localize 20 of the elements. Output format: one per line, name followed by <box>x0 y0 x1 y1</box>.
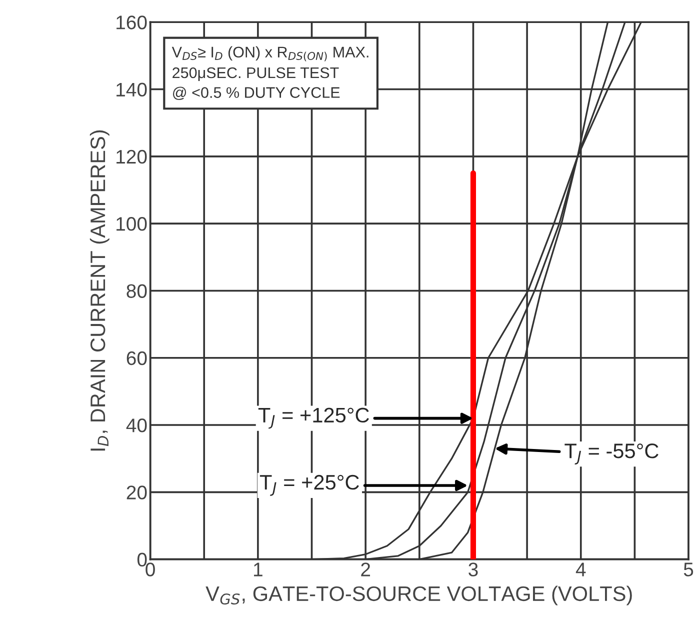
y-tick-label: 100 <box>116 217 147 231</box>
annotation: T$_{J}$ = +25°C <box>260 474 359 496</box>
y-tick-label: 80 <box>126 284 147 298</box>
text: V$_{DS}$≥ I$_{D}$ (ON) x R$_{DS(ON)}$ MAX. 250μSEC. PULSE TEST @ <0.5 % DUTY CYCLE <box>172 46 368 100</box>
x-tick-label: 1 <box>254 562 262 576</box>
y-tick-label: 20 <box>126 486 147 500</box>
y-axis-title: I$_{D}$, DRAIN CURRENT (AMPERES) <box>90 130 110 451</box>
annotation: T$_{J}$ = +125°C <box>258 408 369 429</box>
x-tick-label: 4 <box>576 562 586 576</box>
y-tick-label: 60 <box>126 351 147 366</box>
annotation: T$_{J}$ = -55°C <box>564 444 658 464</box>
x-axis-title: V$_{GS}$, GATE-TO-SOURCE VOLTAGE (VOLTS) <box>206 586 632 606</box>
x-tick-label: 2 <box>361 562 370 576</box>
y-tick-label: 140 <box>116 82 147 97</box>
y-tick-label: 160 <box>116 16 147 30</box>
y-tick-label: 0 <box>137 552 147 567</box>
x-tick-label: 3 <box>468 562 478 576</box>
y-tick-label: 40 <box>126 418 147 432</box>
x-tick-label: 5 <box>684 562 694 576</box>
y-tick-label: 120 <box>116 150 147 164</box>
